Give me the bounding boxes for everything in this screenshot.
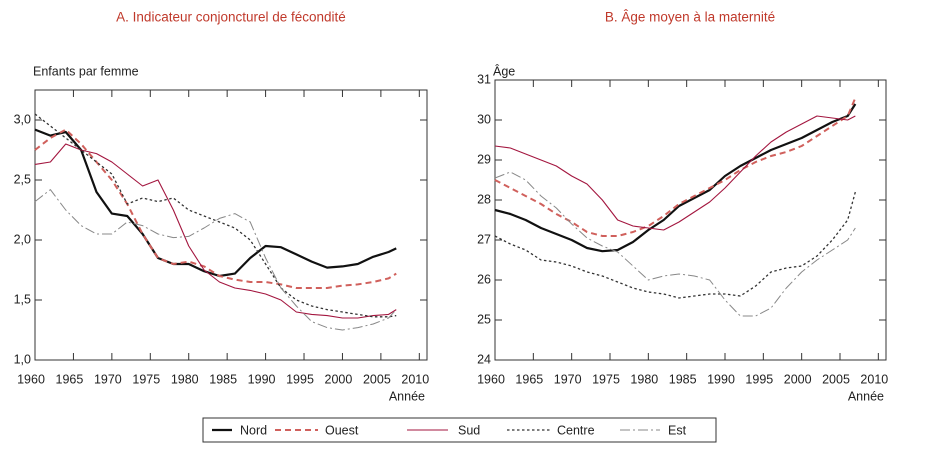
y-axis-label: Âge	[493, 63, 515, 78]
y-tick-label: 25	[477, 312, 491, 326]
x-tick-label: 2010	[401, 372, 429, 386]
plot-frame	[34, 89, 428, 361]
series-line: Est	[494, 171, 856, 317]
plot-frame	[494, 79, 887, 361]
x-axis-label: Année	[848, 389, 884, 403]
y-tick-label: 24	[477, 352, 491, 366]
series-line: Sud	[34, 143, 397, 319]
y-tick-label: 3,0	[14, 112, 31, 126]
x-tick-label: 1995	[745, 372, 773, 386]
x-tick-label: 1975	[592, 372, 620, 386]
series-line: Nord	[494, 103, 857, 253]
y-tick-label: 26	[477, 272, 491, 286]
y-tick-label: 2,0	[14, 232, 31, 246]
x-tick-label: 2005	[822, 372, 850, 386]
y-tick-label: 1,5	[14, 292, 31, 306]
x-tick-label: 2010	[860, 372, 888, 386]
y-tick-label: 31	[477, 72, 491, 86]
x-tick-label: 1960	[17, 372, 45, 386]
x-tick-label: 2005	[363, 372, 391, 386]
series-line: Est	[34, 189, 397, 331]
x-tick-label: 1965	[56, 372, 84, 386]
y-tick-label: 29	[477, 152, 491, 166]
y-tick-label: 2,5	[14, 172, 31, 186]
series-line: Ouest	[494, 97, 857, 237]
legend-label: Est	[668, 423, 687, 437]
x-tick-label: 1985	[209, 372, 237, 386]
series-line: Centre	[494, 191, 856, 299]
x-tick-label: 1970	[94, 372, 122, 386]
legend-label: Centre	[557, 423, 595, 437]
x-tick-label: 1975	[132, 372, 160, 386]
legend-box	[202, 417, 717, 443]
x-tick-label: 1980	[630, 372, 658, 386]
y-axis-label: Enfants par femme	[33, 64, 139, 78]
y-tick-label: 30	[477, 112, 491, 126]
x-tick-label: 1960	[477, 372, 505, 386]
y-tick-label: 28	[477, 192, 491, 206]
series-line: Sud	[494, 115, 856, 231]
chart-title: A. Indicateur conjoncturel de fécondité	[116, 10, 346, 25]
x-tick-label: 1990	[248, 372, 276, 386]
y-tick-label: 27	[477, 232, 491, 246]
x-tick-label: 1995	[286, 372, 314, 386]
x-tick-label: 2000	[325, 372, 353, 386]
y-tick-label: 1,0	[14, 352, 31, 366]
x-tick-label: 2000	[784, 372, 812, 386]
x-tick-label: 1970	[554, 372, 582, 386]
chart-title: B. Âge moyen à la maternité	[605, 10, 775, 25]
x-tick-label: 1980	[171, 372, 199, 386]
series-line: Centre	[34, 113, 397, 318]
legend-label: Ouest	[325, 423, 359, 437]
legend-label: Sud	[458, 423, 480, 437]
x-tick-label: 1990	[707, 372, 735, 386]
x-axis-label: Année	[389, 389, 425, 403]
x-tick-label: 1985	[669, 372, 697, 386]
x-tick-label: 1965	[515, 372, 543, 386]
legend-label: Nord	[240, 423, 267, 437]
series-line: Ouest	[34, 128, 397, 289]
